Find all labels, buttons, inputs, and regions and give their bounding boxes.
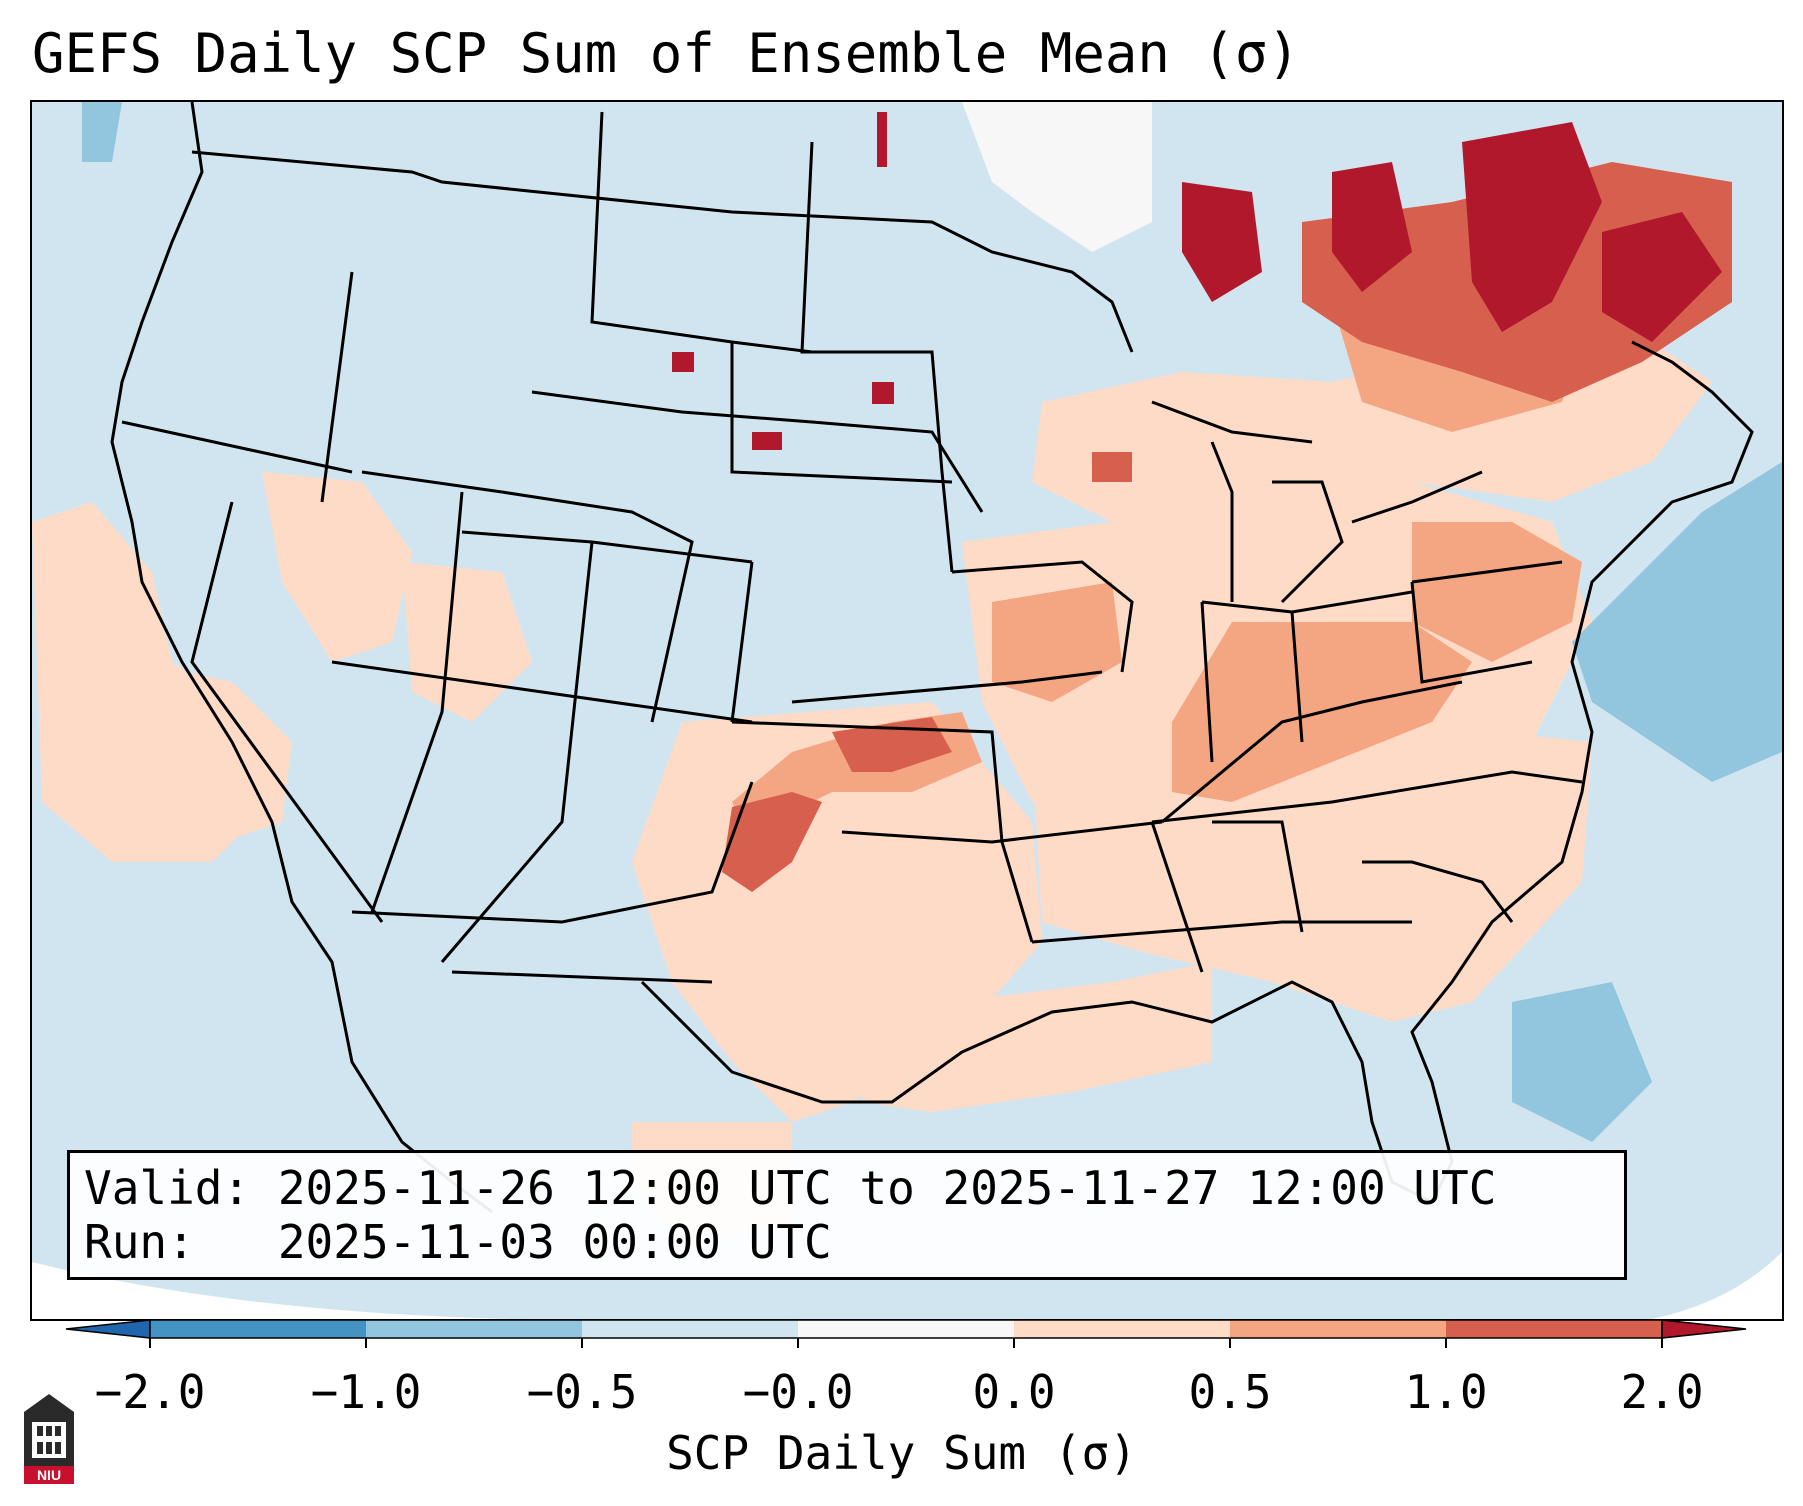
anomaly-region-bahamas [1512, 982, 1652, 1142]
anomaly-region-pennsylvania [1412, 522, 1582, 662]
anomaly-region-utah [402, 562, 532, 722]
colorbar-bin [798, 1320, 1014, 1338]
anomaly-dot-montana [672, 352, 694, 372]
coastline-east [1410, 340, 1754, 1203]
valid-time-box: Valid: 2025-11-26 12:00 UTC to 2025-11-2… [67, 1150, 1627, 1280]
colorbar-bin [150, 1320, 366, 1338]
anomaly-region-lake-superior [1182, 182, 1262, 302]
niu-logo: NIU [24, 1394, 74, 1484]
anomaly-region-pacific-nw [82, 102, 122, 162]
state-line-16 [791, 670, 1103, 704]
colorbar [65, 1319, 1747, 1348]
anomaly-region-oklahoma-panhandle [722, 792, 822, 892]
state-line-4 [361, 470, 503, 494]
anomaly-region-california [142, 662, 292, 842]
coastline-west [110, 102, 493, 1214]
state-line-13 [451, 970, 713, 984]
valid-time-text: Valid: 2025-11-26 12:00 UTC to 2025-11-2… [84, 1161, 1497, 1215]
state-line-14 [731, 720, 1034, 943]
state-line-10 [440, 541, 594, 963]
state-line-22 [1150, 821, 1204, 973]
state-line-29 [1410, 581, 1533, 684]
anomaly-field [32, 102, 1782, 1242]
anomaly-dot-south-dakota [872, 382, 894, 404]
state-line-19 [590, 111, 813, 354]
run-time-text: Run: 2025-11-03 00:00 UTC [84, 1215, 832, 1269]
state-line-26 [1200, 601, 1214, 763]
colorbar-bin [1230, 1320, 1446, 1338]
colorbar-label: SCP Daily Sum (σ) [666, 1426, 1137, 1480]
state-line-1 [121, 420, 353, 474]
colorbar-tick-label: 2.0 [1620, 1365, 1704, 1419]
map-title: GEFS Daily SCP Sum of Ensemble Mean (σ) [32, 22, 1300, 85]
great-lakes-outline [1151, 400, 1483, 604]
colorbar-bin [582, 1320, 798, 1338]
state-boundaries [110, 102, 1754, 1214]
state-line-30 [1411, 560, 1563, 584]
anomaly-region-iowa [992, 582, 1122, 702]
state-line-24 [1151, 770, 1583, 824]
state-line-5 [370, 491, 464, 913]
projection-edge-right [1652, 1252, 1782, 1319]
state-line-28 [1201, 590, 1413, 614]
state-line-6 [331, 660, 753, 724]
colorbar-bin [366, 1320, 582, 1338]
colorbar-tick-label: −1.0 [310, 1365, 422, 1419]
colorbar-bin [1446, 1320, 1662, 1338]
anomaly-region-labrador [1602, 212, 1722, 342]
map-panel [30, 100, 1784, 1321]
colorbar-tick-label: 1.0 [1404, 1365, 1488, 1419]
colorbar-tick-label: 0.5 [1188, 1365, 1272, 1419]
state-line-27 [1290, 611, 1304, 743]
neutral-region-hudson-bay [962, 102, 1152, 252]
map-canvas [32, 102, 1782, 1319]
coastline-gulf [640, 980, 1433, 1204]
state-line-31 [1362, 860, 1514, 923]
anomaly-region-hudson [1332, 162, 1412, 292]
state-line-9 [461, 530, 753, 564]
state-line-17 [951, 560, 1134, 673]
anomaly-region-gulf-coast [862, 962, 1212, 1112]
anomaly-dot-north-dakota [877, 112, 887, 167]
colorbar-tick-label: −2.0 [94, 1365, 206, 1419]
anomaly-dot-nebraska [752, 432, 782, 450]
anomaly-region-quebec-core [1462, 122, 1602, 332]
colorbar-tick-label: 0.0 [972, 1365, 1056, 1419]
colorbar-bin [1014, 1320, 1230, 1338]
state-line-23 [1212, 820, 1304, 933]
state-line-8 [531, 390, 984, 513]
colorbar-outline [149, 1319, 1663, 1339]
state-line-7 [501, 490, 694, 723]
state-line-12 [351, 781, 754, 924]
state-line-2 [320, 271, 354, 503]
state-line-21 [1031, 920, 1412, 944]
country-border-canada [191, 150, 1134, 353]
anomaly-region-western-atlantic [1572, 462, 1782, 782]
state-line-25 [1161, 680, 1463, 824]
state-line-20 [730, 342, 953, 484]
state-line-18 [800, 141, 954, 573]
state-line-11 [730, 561, 754, 723]
colorbar-extend-high [1661, 1319, 1747, 1339]
state-line-15 [841, 820, 1163, 844]
colorbar-tick-label: −0.0 [742, 1365, 854, 1419]
niu-logo-text: NIU [37, 1467, 61, 1483]
state-line-3 [190, 501, 384, 923]
colorbar-extend-low [65, 1319, 151, 1339]
colorbar-tick-label: −0.5 [526, 1365, 638, 1419]
projection-edge-left [32, 1262, 512, 1319]
anomaly-region-great-basin [262, 472, 412, 662]
anomaly-dot-wisconsin [1092, 452, 1132, 482]
